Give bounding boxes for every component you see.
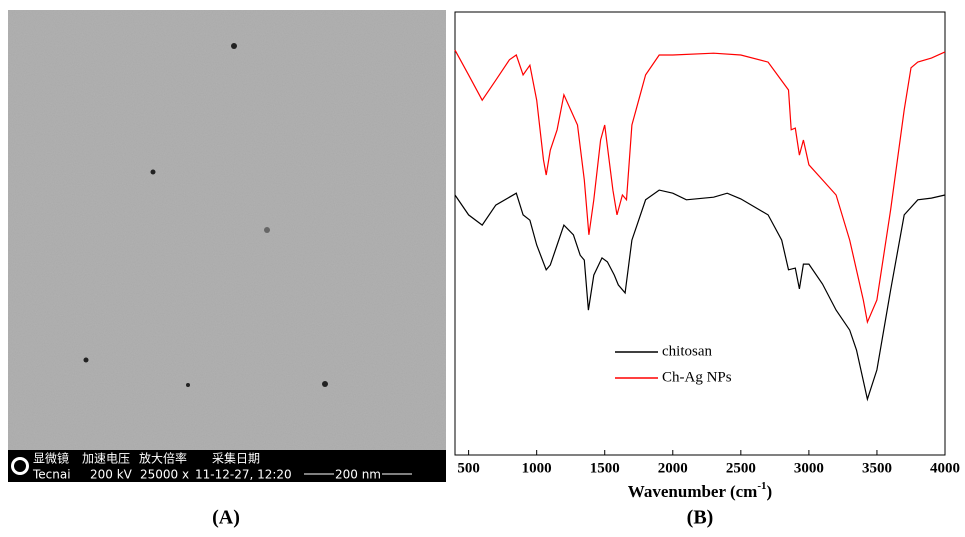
info-header: 采集日期	[212, 451, 260, 466]
series-line	[454, 49, 946, 325]
x-tick-label: 3500	[862, 460, 892, 476]
x-tick-label: 4000	[930, 460, 960, 476]
x-tick-label: 1000	[522, 460, 552, 476]
info-value: 11-12-27, 12:20	[195, 468, 292, 482]
scale-bar: 200 nm	[335, 468, 381, 482]
legend-label: Ch-Ag NPs	[662, 369, 732, 385]
legend-label: chitosan	[662, 343, 712, 359]
info-value: 25000 x	[140, 468, 189, 482]
info-value: 200 kV	[90, 468, 133, 482]
info-value: Tecnai	[32, 468, 71, 482]
x-tick-label: 2500	[726, 460, 756, 476]
info-header: 加速电压	[82, 452, 130, 466]
x-tick-label: 3000	[794, 460, 824, 476]
tem-image	[8, 10, 446, 482]
info-header: 放大倍率	[139, 451, 187, 466]
x-tick-label: 1500	[590, 460, 620, 476]
panel-label: (B)	[687, 507, 714, 529]
x-axis-title: Wavenumber (cm-1)	[628, 480, 772, 501]
info-header: 显微镜	[33, 451, 69, 466]
x-tick-label: 2000	[658, 460, 688, 476]
x-tick-label: 500	[457, 460, 480, 476]
series-line	[454, 189, 946, 402]
panel-label: (A)	[212, 507, 240, 529]
plot-frame	[454, 11, 946, 456]
